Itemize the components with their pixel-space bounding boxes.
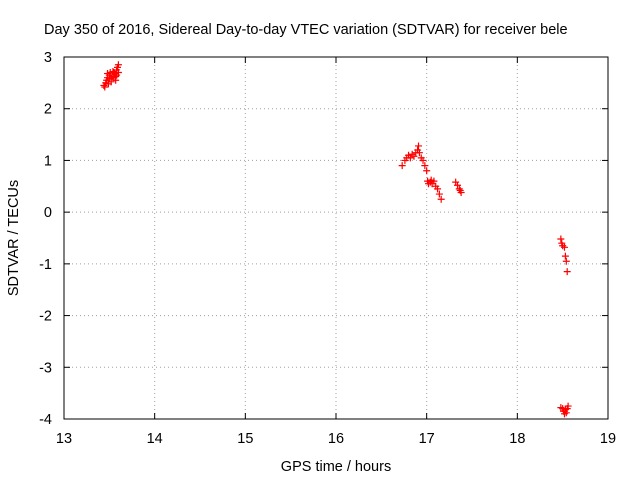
x-tick-label: 16 — [328, 431, 344, 447]
y-tick-label: 0 — [44, 205, 52, 221]
x-tick-label: 14 — [147, 431, 163, 447]
data-point — [563, 405, 571, 413]
chart-title: Day 350 of 2016, Sidereal Day-to-day VTE… — [44, 22, 568, 38]
data-point — [430, 177, 438, 185]
data-point — [452, 178, 460, 186]
data-point — [419, 156, 427, 164]
plot-frame — [63, 56, 609, 420]
data-point — [398, 162, 406, 170]
y-axis-label: SDTVAR / TECUs — [6, 180, 22, 296]
data-point — [423, 167, 431, 175]
data-point — [110, 69, 118, 77]
data-point — [562, 257, 570, 265]
data-point — [107, 75, 115, 83]
grid — [64, 57, 608, 419]
data-point — [112, 73, 120, 81]
x-tick-label: 19 — [600, 431, 616, 447]
x-tick-label: 13 — [56, 431, 72, 447]
x-axis-label: GPS time / hours — [281, 459, 391, 475]
x-tick-label: 17 — [419, 431, 435, 447]
x-tick-label: 18 — [509, 431, 525, 447]
data-point — [415, 142, 423, 150]
y-tick-label: -1 — [39, 257, 52, 273]
data-point — [434, 185, 442, 193]
data-point — [415, 149, 423, 157]
data-point — [437, 195, 445, 203]
data-point — [114, 61, 122, 69]
data-point — [560, 243, 568, 251]
data-point — [435, 190, 443, 198]
data-point — [101, 83, 109, 91]
data-points — [100, 61, 572, 418]
data-point — [104, 70, 112, 78]
data-point — [561, 252, 569, 260]
y-tick-label: 3 — [44, 50, 52, 66]
data-point — [410, 152, 418, 160]
data-point — [421, 162, 429, 170]
data-point — [455, 185, 463, 193]
y-tick-label: -4 — [39, 412, 52, 428]
y-tick-label: 1 — [44, 153, 52, 169]
data-point — [406, 154, 414, 162]
x-tick-label: 15 — [237, 431, 253, 447]
axis-ticks: 13 14 15 16 17 18 19 -4 -3 -2 -1 0 1 2 3 — [39, 50, 616, 447]
data-point — [562, 409, 570, 417]
data-point — [557, 235, 565, 243]
data-point — [563, 268, 571, 276]
y-tick-label: 2 — [44, 102, 52, 118]
y-tick-label: -3 — [39, 360, 52, 376]
y-tick-label: -2 — [39, 309, 52, 325]
data-point — [453, 181, 461, 189]
data-point — [457, 188, 465, 196]
